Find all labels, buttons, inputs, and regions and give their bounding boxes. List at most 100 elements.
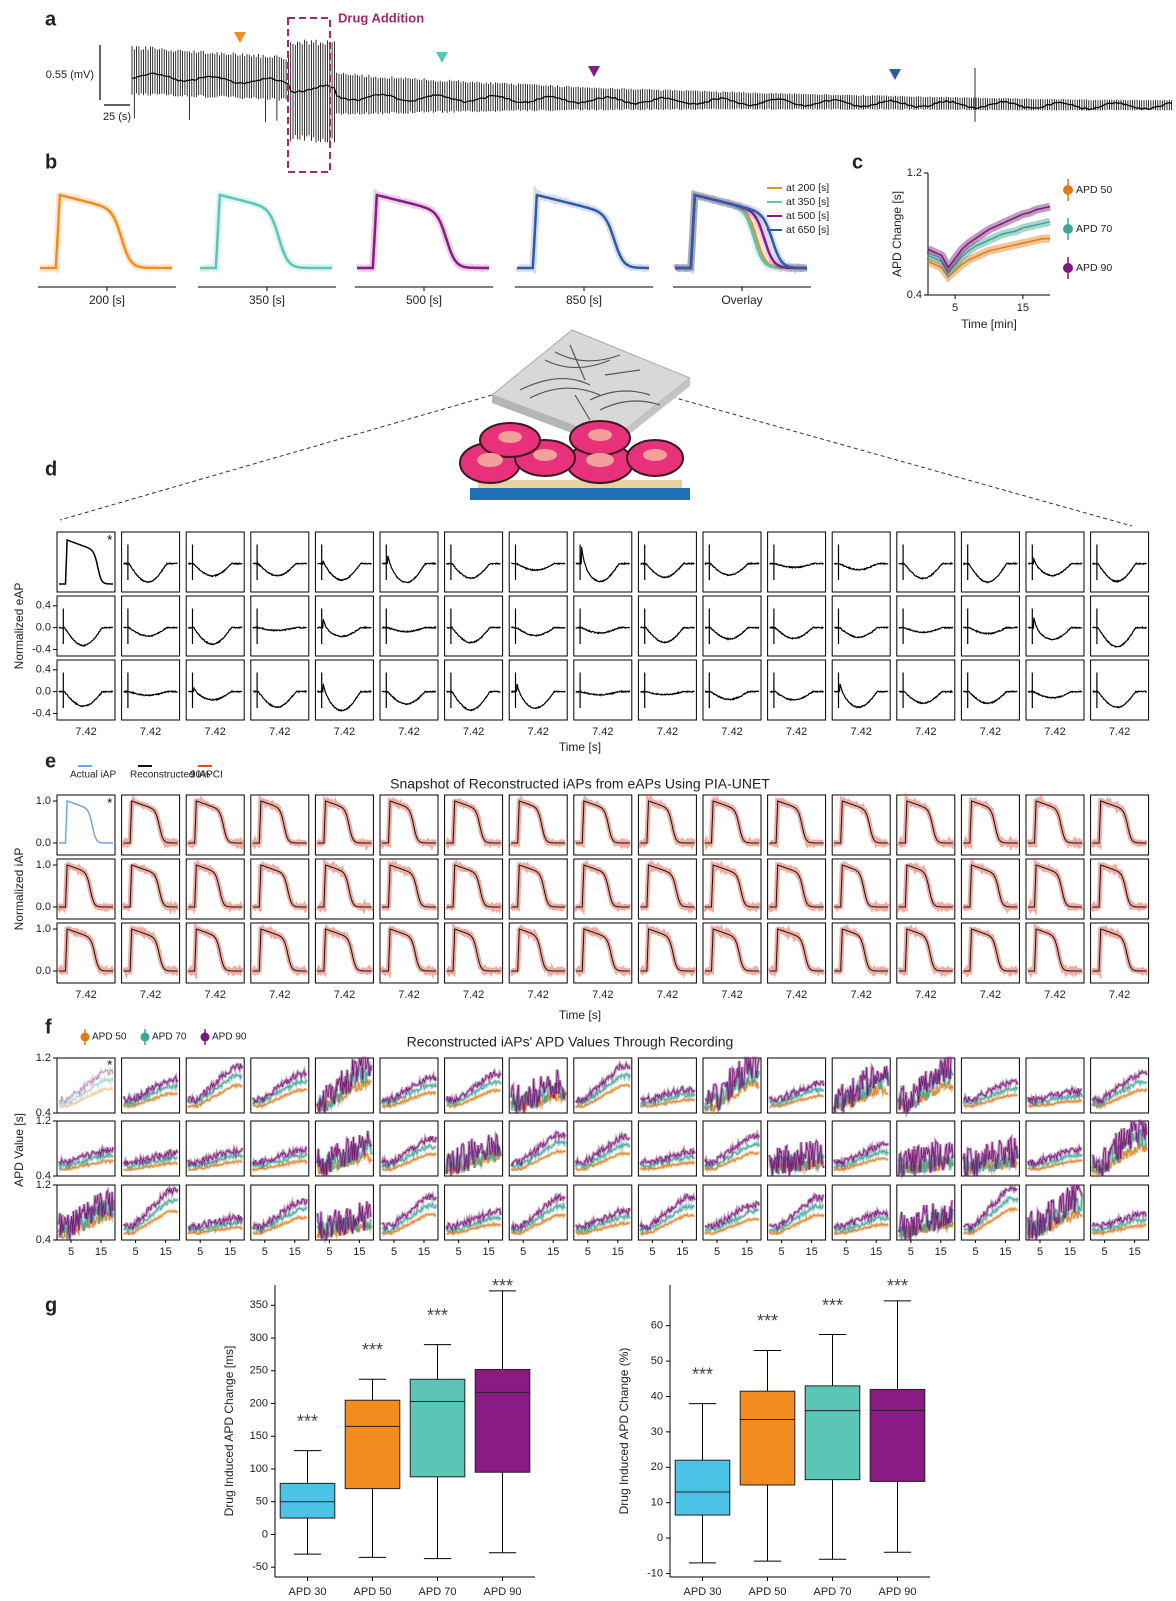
y-tick-label: 1.2 [36,1115,51,1127]
y-axis-label: Normalized iAP [12,848,26,931]
y-axis-label: Drug Induced APD Change [ms] [222,1346,236,1517]
x-tick-label: 15 [1017,302,1029,314]
x-tick-label: 15 [289,1246,301,1258]
cell-frame [509,596,567,656]
y-tick-label: 0.4 [36,664,51,676]
x-tick-label: 5 [197,1246,203,1258]
y-tick-label: 1.2 [36,1179,51,1191]
significance: *** [297,1411,318,1431]
x-tick-label: 15 [159,1246,171,1258]
y-tick-label: 0.0 [36,686,51,698]
x-tick-label: 5 [585,1246,591,1258]
y-tick-label: 1.2 [907,167,922,179]
panel-label: g [45,1294,57,1316]
panel-title: Snapshot of Reconstructed iAPs from eAPs… [390,776,770,792]
cell-frame [57,596,115,656]
y-tick-label: -0.4 [32,643,51,655]
legend-marker [1063,185,1073,195]
significance: *** [427,1305,448,1325]
significance: *** [362,1340,383,1360]
y-tick-label: 250 [250,1365,268,1377]
x-tick-label: 5 [520,1246,526,1258]
time-marker [588,66,600,77]
x-tick-label: 15 [999,1246,1011,1258]
drug-label: Drug Addition [338,10,424,25]
x-tick-label: 5 [779,1246,785,1258]
y-tick-label: 50 [256,1496,268,1508]
x-axis-label: Time [min] [961,317,1017,331]
x-tick-label: 5 [714,1246,720,1258]
x-tick-label: 15 [482,1246,494,1258]
x-tick-label: 15 [805,1246,817,1258]
x-tick-label: 7.42 [140,989,161,1001]
y-tick-label: 1.0 [36,795,51,807]
y-tick-label: 0 [262,1528,268,1540]
x-tick-label: 5 [326,1246,332,1258]
y-tick-label: 200 [250,1397,268,1409]
x-tick-label: 15 [224,1246,236,1258]
y-axis-label: APD Change [s] [890,191,904,277]
cell-frame [768,660,826,720]
significance: *** [757,1311,778,1331]
snapshot-label: 350 [s] [249,293,285,307]
x-tick-label: 5 [133,1246,139,1258]
x-tick-label: 7.42 [527,726,548,738]
x-axis-label: Time [s] [559,1008,601,1022]
cell-frame [315,660,373,720]
cell-frame [445,596,503,656]
x-tick-label: 7.42 [915,989,936,1001]
panel-label: b [45,151,57,173]
legend-label: at 350 [s] [786,196,829,208]
cell-frame [57,660,115,720]
cell-frame [186,532,244,592]
panel-label: f [45,1016,52,1038]
cell-frame [897,532,955,592]
cell-frame [703,660,761,720]
x-tick-label: 7.42 [657,726,678,738]
y-tick-label: 30 [651,1426,663,1438]
x-tick-label: APD 50 [749,1586,787,1598]
y-tick-label: 50 [651,1355,663,1367]
x-tick-label: 15 [418,1246,430,1258]
y-tick-label: 0.4 [907,289,922,301]
cell-frame [574,660,632,720]
x-tick-label: 5 [952,302,958,314]
cell-frame [768,596,826,656]
y-tick-label: -50 [252,1561,268,1573]
panel-title: Reconstructed iAPs' APD Values Through R… [407,1034,734,1050]
panel-label: a [45,8,57,30]
y-tick-label: 60 [651,1320,663,1332]
x-tick-label: APD 30 [684,1586,722,1598]
y-tick-label: 1.0 [36,923,51,935]
x-tick-label: APD 90 [879,1586,917,1598]
legend-label: at 200 [s] [786,182,829,194]
cell-frame [961,596,1019,656]
legend-marker [141,1033,150,1042]
y-tick-label: 0.0 [36,837,51,849]
marker-star: * [107,795,113,811]
x-tick-label: 15 [1064,1246,1076,1258]
box [675,1460,730,1515]
y-tick-label: 150 [250,1430,268,1442]
legend-label: 90% CI [190,770,223,781]
cell-frame [251,660,309,720]
cell-frame [574,532,632,592]
y-axis-label: Normalized eAP [12,583,26,670]
x-tick-label: APD 70 [814,1586,852,1598]
cell-frame [832,532,890,592]
time-marker [234,32,246,43]
x-tick-label: 7.42 [75,989,96,1001]
cell-frame [703,532,761,592]
x-tick-label: 7.42 [1044,989,1065,1001]
snapshot-label: 850 [s] [566,293,602,307]
y-tick-label: 40 [651,1390,663,1402]
legend-label: at 500 [s] [786,210,829,222]
significance: *** [492,1276,513,1296]
x-tick-label: 7.42 [980,989,1001,1001]
figure: abcdefg0.55 (mV)25 (s)Drug Addition200 [… [0,0,1176,1601]
x-tick-label: 15 [1128,1246,1140,1258]
scale-label: 0.55 (mV) [46,69,94,81]
cell-frame [251,532,309,592]
box [410,1379,465,1477]
y-tick-label: 10 [651,1497,663,1509]
